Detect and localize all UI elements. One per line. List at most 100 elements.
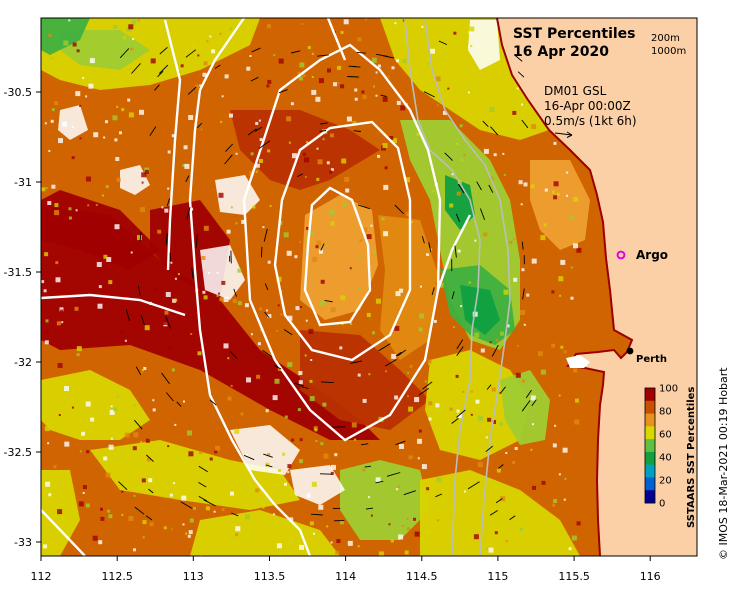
perth-marker [626,347,634,355]
sst-pixel [103,456,108,461]
sst-pixel [267,260,271,264]
sst-pixel [145,438,150,443]
sst-pixel [314,428,318,432]
current-vector [382,55,394,59]
sst-pixel [59,307,64,312]
sst-pixel [74,306,79,311]
sst-pixel [256,374,261,379]
sst-pixel [230,206,233,209]
sst-pixel [174,423,177,426]
colorbar: 100 80 60 40 20 0 [644,384,678,510]
sst-pixel [220,120,223,123]
sst-pixel [235,526,241,532]
x-tick-label: 114 [335,570,356,583]
current-vector [476,181,482,191]
sst-pixel [563,498,566,501]
sst-pixel [426,487,430,491]
sst-pixel [349,267,352,270]
current-vector [140,314,145,326]
current-vector [148,488,154,494]
sst-pixel [333,82,337,87]
scale-arrow [554,132,573,136]
sst-pixel [287,471,290,474]
sst-pixel [127,98,131,102]
sst-pixel [551,190,555,194]
sst-pixel [500,496,506,502]
sst-pixel [553,499,558,503]
sst-pixel [110,405,113,408]
sst-pixel [544,188,548,192]
sst-pixel [75,209,78,212]
sst-pixel [366,313,371,317]
sst-pixel [391,66,395,70]
sst-pixel [327,68,331,73]
sst-pixel [51,108,55,112]
sst-pixel [295,306,300,311]
sst-pixel [121,513,124,516]
sst-pixel [221,280,226,285]
sst-pixel [488,547,494,553]
sst-pixel [167,445,170,448]
sst-pixel [93,132,99,138]
sst-pixel [378,64,381,68]
colorbar-tick-label: 60 [659,430,672,441]
current-vector [283,329,293,336]
sst-pixel [558,394,561,397]
sst-pixel [564,477,567,480]
current-vector [137,285,141,297]
sst-pixel [50,57,53,60]
sst-pixel [509,240,513,244]
sst-pixel [468,45,471,49]
sst-pixel [468,281,471,284]
sst-pixel [149,522,154,527]
current-vector [290,50,301,54]
sst-pixel [113,24,118,29]
sst-pixel [57,363,63,368]
sst-pixel [558,276,564,282]
sst-pixel [375,477,381,483]
title-line-2: 16 Apr 2020 [513,44,609,60]
sst-pixel [215,445,221,451]
sst-pixel [78,501,84,507]
x-tick-label: 116 [640,570,661,583]
sst-pixel [502,152,505,155]
current-vector [531,399,537,407]
current-vector [191,267,194,279]
current-vector [378,343,391,352]
sst-patch [58,105,88,140]
sst-patch [420,470,580,556]
sst-pixel [436,477,442,483]
sst-pixel [326,161,330,165]
sst-pixel [162,320,168,325]
current-vector [195,234,198,249]
sst-pixel [453,31,457,35]
sst-pixel [331,464,336,470]
sst-pixel [409,364,413,368]
sst-pixel [304,238,308,242]
sst-pixel [229,113,233,118]
sst-patch [468,20,500,70]
sst-pixel [255,122,259,125]
sst-pixel [540,369,546,375]
sst-patch [230,425,300,475]
sst-pixel [139,109,144,115]
colorbar-tick-label: 40 [659,453,672,464]
current-vector [203,499,216,507]
colorbar-segment [645,400,655,414]
sst-pixel [510,493,515,498]
sst-pixel [152,399,155,402]
sst-pixel [387,75,390,78]
sst-pixel [493,153,497,157]
sst-pixel [568,547,572,551]
y-tick-label: -31.5 [4,266,32,279]
sst-pixel [144,325,150,331]
title-line-1: SST Percentiles [513,26,636,42]
plot-frame [40,17,698,557]
sst-pixel [299,438,303,442]
sst-pixel [190,333,193,335]
current-vector [254,126,262,132]
colorbar-segment [645,413,655,427]
sst-pixel [183,145,188,150]
sst-pixel [258,119,261,122]
